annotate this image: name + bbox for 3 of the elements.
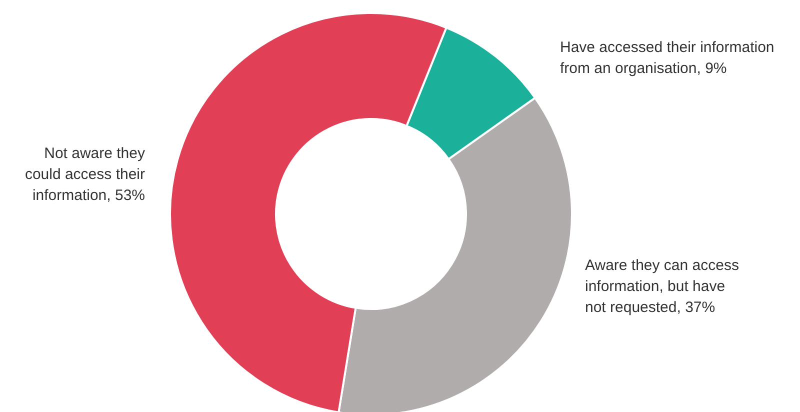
slice-label: Have accessed their information from an organisation, 9% bbox=[560, 39, 774, 77]
slice-label: Not aware they could access their information, 53% bbox=[24, 145, 146, 204]
slice-label: Aware they can access information, but have not requested, 37% bbox=[585, 257, 739, 316]
